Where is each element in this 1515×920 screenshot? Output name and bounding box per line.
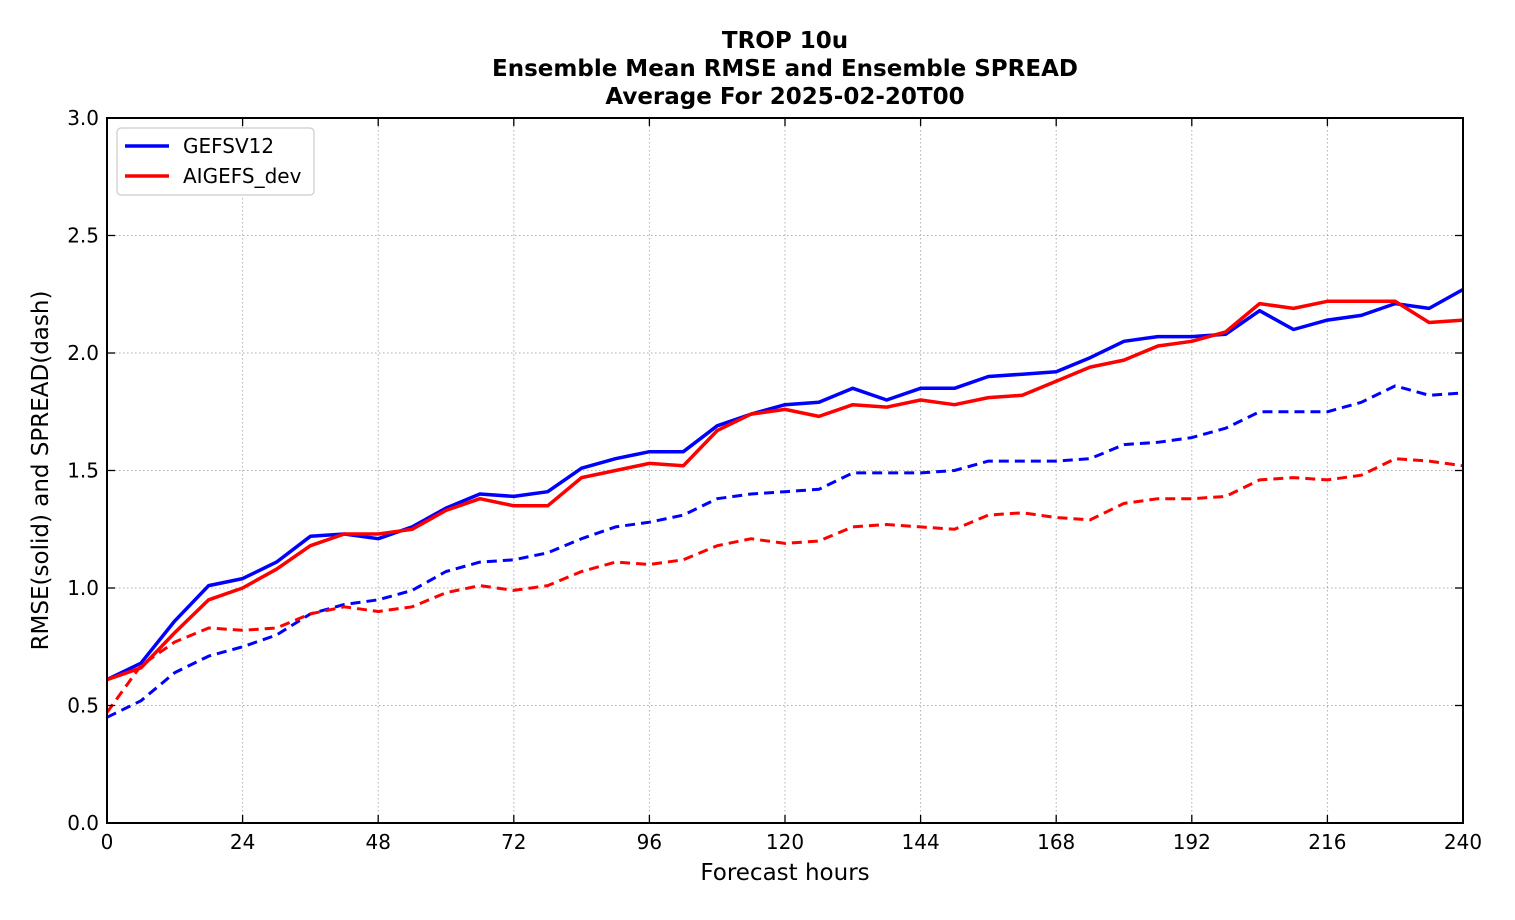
series-line-aigefs-dev-spread — [105, 457, 1464, 714]
series-line-gefsv12-spread — [106, 384, 1464, 719]
chart-title-line-3: Average For 2025-02-20T00 — [605, 84, 964, 110]
y-axis-label: RMSE(solid) and SPREAD(dash) — [28, 291, 54, 651]
y-tick-label: 2.0 — [67, 341, 99, 365]
x-tick-label: 216 — [1308, 830, 1346, 854]
x-tick-label: 144 — [902, 830, 940, 854]
x-tick-label: 192 — [1173, 830, 1211, 854]
x-tick-label: 120 — [766, 830, 804, 854]
x-tick-label: 240 — [1444, 830, 1482, 854]
y-tick-label: 1.5 — [67, 459, 99, 483]
y-tick-label: 1.0 — [67, 576, 99, 600]
x-tick-label: 24 — [230, 830, 255, 854]
x-tick-label: 48 — [365, 830, 390, 854]
x-axis-label: Forecast hours — [700, 860, 869, 886]
series-line-aigefs-dev-rmse — [106, 299, 1464, 682]
x-tick-label: 72 — [501, 830, 526, 854]
y-tick-label: 2.5 — [67, 224, 99, 248]
chart-title-line-2: Ensemble Mean RMSE and Ensemble SPREAD — [492, 56, 1078, 82]
plot-frame — [106, 117, 1464, 824]
x-tick-label: 96 — [637, 830, 662, 854]
chart-title-line-1: TROP 10u — [722, 28, 848, 54]
legend-label-1: GEFSV12 — [183, 134, 274, 158]
y-tick-label: 0.5 — [67, 694, 99, 718]
y-tick-label: 3.0 — [67, 106, 99, 130]
y-tick-label: 0.0 — [67, 811, 99, 835]
x-tick-label: 168 — [1037, 830, 1075, 854]
legend-label-2: AIGEFS_dev — [183, 164, 302, 188]
x-tick-label: 0 — [101, 830, 114, 854]
series-line-gefsv12-rmse — [106, 287, 1464, 682]
